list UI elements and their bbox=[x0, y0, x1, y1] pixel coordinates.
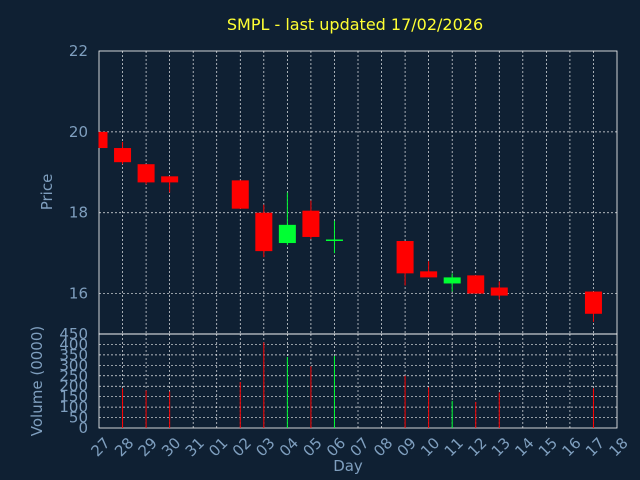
candle bbox=[302, 200, 320, 239]
candle bbox=[420, 261, 438, 278]
candle bbox=[396, 241, 414, 286]
x-axis-label: Day bbox=[333, 457, 363, 475]
candle bbox=[255, 204, 273, 258]
x-tick-label: 16 bbox=[558, 434, 584, 460]
volume-y-tick-label: 200 bbox=[59, 377, 88, 395]
candle-body bbox=[443, 277, 461, 284]
x-tick-label: 31 bbox=[182, 434, 208, 460]
price-panel: 16 18 20 22 Price bbox=[38, 42, 618, 335]
x-tick-label: 03 bbox=[252, 434, 278, 460]
volume-y-tick-label: 0 bbox=[78, 419, 88, 437]
price-y-ticks: 16 18 20 22 bbox=[69, 42, 88, 303]
candle-body bbox=[490, 287, 508, 296]
candle-body bbox=[584, 291, 602, 314]
volume-y-tick-label: 50 bbox=[69, 409, 88, 427]
volume-grid bbox=[99, 334, 617, 428]
candles bbox=[98, 131, 602, 322]
candle bbox=[98, 131, 108, 149]
price-y-tick-label: 16 bbox=[69, 285, 88, 303]
candle-body bbox=[420, 271, 438, 278]
x-tick-label: 12 bbox=[464, 434, 490, 460]
volume-y-tick-label: 350 bbox=[59, 346, 88, 364]
candle-body bbox=[161, 176, 179, 183]
candle bbox=[443, 273, 461, 292]
x-tick-label: 18 bbox=[606, 434, 632, 460]
candle-body bbox=[396, 241, 414, 274]
volume-axis-label: Volume (0000) bbox=[28, 326, 46, 436]
candle bbox=[231, 180, 249, 209]
candle bbox=[584, 291, 602, 322]
x-tick-label: 08 bbox=[370, 434, 396, 460]
candle bbox=[137, 164, 155, 185]
candle-body bbox=[114, 148, 132, 163]
x-tick-label: 11 bbox=[441, 434, 467, 460]
price-grid bbox=[99, 51, 617, 334]
volume-bars bbox=[122, 342, 594, 428]
x-tick-label: 30 bbox=[158, 434, 184, 460]
x-tick-label: 13 bbox=[488, 434, 514, 460]
candle-body bbox=[467, 275, 485, 294]
candle bbox=[467, 275, 485, 294]
candle bbox=[490, 281, 508, 300]
volume-y-tick-label: 250 bbox=[59, 367, 88, 385]
volume-y-tick-label: 300 bbox=[59, 356, 88, 374]
x-tick-label: 29 bbox=[135, 434, 161, 460]
volume-y-tick-label: 400 bbox=[59, 335, 88, 353]
volume-y-tick-label: 150 bbox=[59, 388, 88, 406]
chart-title: SMPL - last updated 17/02/2026 bbox=[227, 15, 483, 34]
x-tick-label: 14 bbox=[511, 434, 537, 460]
candle-body bbox=[137, 164, 155, 183]
x-tick-label: 10 bbox=[417, 434, 443, 460]
candle-body bbox=[231, 180, 249, 209]
candle-body bbox=[278, 224, 296, 244]
volume-plot-frame bbox=[98, 333, 618, 429]
volume-y-tick-label: 450 bbox=[59, 325, 88, 343]
candle bbox=[278, 192, 296, 246]
candle-body bbox=[99, 131, 108, 149]
x-tick-label: 05 bbox=[299, 434, 325, 460]
x-tick-label: 01 bbox=[205, 434, 231, 460]
candle bbox=[161, 176, 179, 193]
price-y-tick-label: 18 bbox=[69, 204, 88, 222]
price-axis-label: Price bbox=[38, 174, 56, 211]
candle bbox=[325, 220, 343, 254]
price-y-tick-label: 20 bbox=[69, 123, 88, 141]
x-tick-label: 15 bbox=[535, 434, 561, 460]
candle bbox=[114, 141, 132, 165]
x-tick-label: 09 bbox=[394, 434, 420, 460]
price-y-tick-label: 22 bbox=[69, 42, 88, 60]
candle-body bbox=[302, 210, 320, 237]
candle-body bbox=[255, 212, 273, 252]
x-tick-label: 02 bbox=[229, 434, 255, 460]
x-tick-label: 28 bbox=[111, 434, 137, 460]
x-tick-label: 27 bbox=[88, 434, 114, 460]
x-tick-label: 17 bbox=[582, 434, 608, 460]
volume-y-tick-label: 100 bbox=[59, 398, 88, 416]
x-tick-label: 04 bbox=[276, 434, 302, 460]
